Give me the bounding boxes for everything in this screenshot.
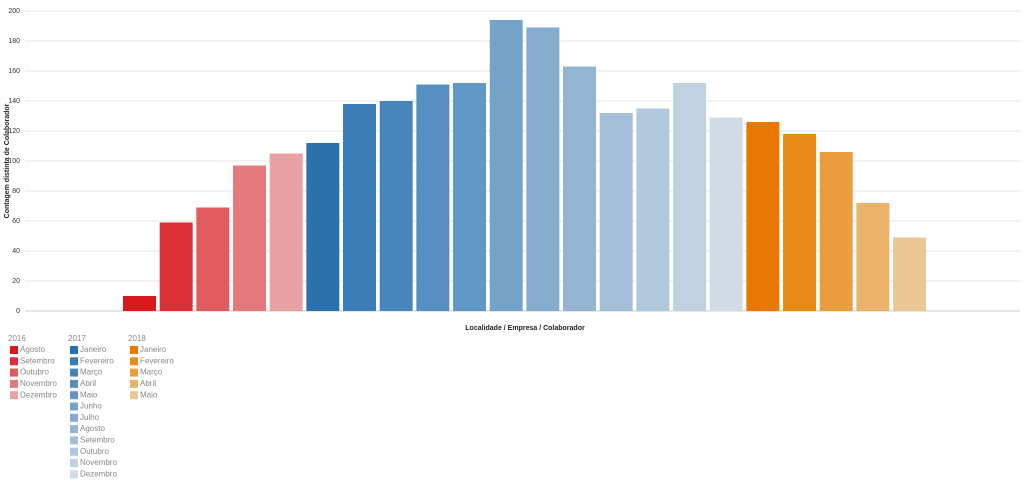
legend-title: 2017 [68,334,86,343]
bar [893,237,927,311]
legend-label: Dezembro [80,469,117,478]
legend-label: Dezembro [20,390,57,399]
legend-swatch [70,470,78,479]
y-tick-label: 60 [12,218,20,225]
bar [416,84,450,311]
legend-label: Agosto [80,424,105,433]
legend-label: Fevereiro [80,356,114,365]
legend-swatch [70,402,78,411]
bar [343,104,377,311]
legend-label: Setembro [80,436,115,445]
bar [599,113,633,311]
y-tick-label: 200 [8,8,20,15]
legend-label: Março [80,368,103,377]
legend-label: Outubro [20,368,49,377]
legend-swatch [10,357,18,366]
bar [673,83,707,311]
bar [159,222,193,311]
y-tick-label: 0 [16,308,20,315]
legend-swatch [70,413,78,422]
legend-label: Julho [80,413,100,422]
bar [233,165,267,311]
bar [783,134,817,311]
legend-label: Abril [140,379,156,388]
legend-title: 2016 [8,334,26,343]
legend-swatch [70,425,78,434]
legend-swatch [10,346,18,354]
y-tick-label: 180 [8,38,20,45]
bar [636,108,670,311]
bar [453,83,487,311]
legend-swatch [10,379,18,388]
legend-label: Outubro [80,447,109,456]
bar [746,122,780,311]
y-tick-label: 80 [12,188,20,195]
bar [379,101,413,311]
legend-swatch [70,436,78,445]
legend-swatch [130,357,138,366]
legend-swatch [70,357,78,366]
legend-swatch [130,346,138,354]
y-tick-label: 40 [12,248,20,255]
legend-swatch [130,379,138,388]
legend-label: Maio [80,390,98,399]
bar [709,117,743,311]
legend-label: Janeiro [140,345,167,354]
y-axis-label: Contagem distinta de Colaborador [4,103,11,218]
y-tick-label: 160 [8,68,20,75]
bar [819,152,853,311]
legend-label: Setembro [20,356,55,365]
x-axis-label: Localidade / Empresa / Colaborador [465,325,585,332]
y-tick-label: 140 [8,98,20,105]
y-tick-label: 100 [8,158,20,165]
legend-label: Agosto [20,345,45,354]
legend-swatch [70,368,78,377]
legend-swatch [130,368,138,377]
bar [489,20,523,311]
legend-label: Novembro [80,458,117,467]
legend-label: Abril [80,379,96,388]
legend-label: Maio [140,390,158,399]
legend-swatch [70,447,78,456]
legend-swatch [10,391,18,400]
bar [269,153,303,311]
bar [196,207,230,311]
legend-label: Março [140,368,163,377]
legend-swatch [10,368,18,377]
legend-swatch [70,459,78,467]
legend-title: 2018 [128,334,146,343]
y-tick-label: 20 [12,278,20,285]
legend-label: Janeiro [80,345,107,354]
y-tick-label: 120 [8,128,20,135]
legend-swatch [130,391,138,400]
legend-label: Junho [80,402,102,411]
legend-swatch [70,379,78,388]
legend-label: Fevereiro [140,356,174,365]
bar [123,296,156,311]
legend-swatch [70,346,78,354]
bar [526,27,560,311]
bar [306,143,340,311]
legend-label: Novembro [20,379,57,388]
legend-swatch [70,391,78,400]
bar [856,203,890,311]
bar [563,66,597,311]
